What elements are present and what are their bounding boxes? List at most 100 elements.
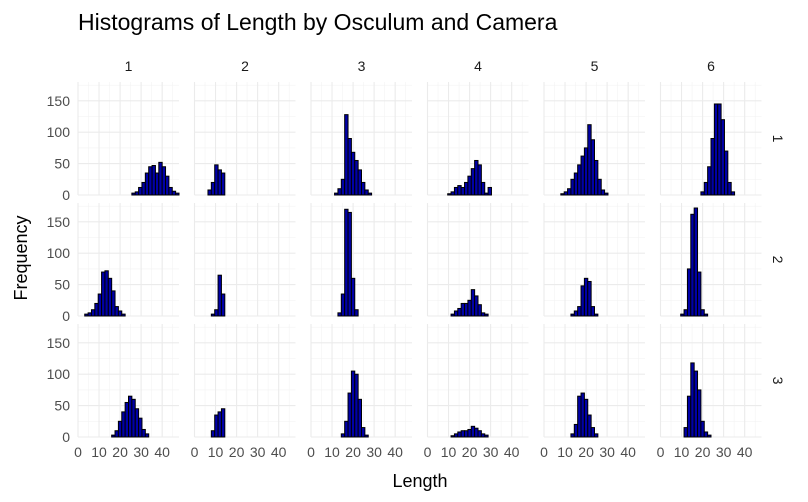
histogram-bar: [588, 281, 591, 316]
histogram-bar: [345, 209, 348, 316]
panel-r2-c1: [78, 203, 179, 316]
histogram-bar: [149, 167, 152, 195]
x-tick-label: 0: [424, 444, 432, 460]
histogram-bar: [481, 182, 484, 195]
histogram-bar: [115, 307, 118, 316]
histogram-bar: [704, 432, 707, 437]
histogram-bar: [368, 193, 371, 195]
histogram-bar: [485, 435, 488, 437]
histogram-bar: [152, 165, 155, 195]
histogram-bar: [475, 296, 478, 316]
column-strip-label: 3: [358, 58, 366, 74]
histogram-bar: [591, 307, 594, 316]
histogram-bar: [564, 192, 567, 195]
panel-r3-c2: [195, 324, 296, 437]
histogram-bar: [694, 371, 697, 437]
histogram-bar: [135, 409, 138, 437]
histogram-bar: [478, 431, 481, 437]
histogram-bar: [588, 125, 591, 195]
histogram-bar: [351, 371, 354, 437]
histogram-bar: [176, 193, 179, 195]
panel-r2-c6: [661, 203, 762, 316]
histogram-bar: [588, 415, 591, 437]
histogram-bar: [711, 139, 714, 196]
histogram-bar: [471, 169, 474, 195]
histogram-bar: [591, 140, 594, 195]
histogram-bar: [584, 399, 587, 437]
histogram-bar: [162, 167, 165, 195]
column-strip-label: 5: [591, 58, 599, 74]
histogram-bar: [698, 272, 701, 316]
histogram-bar: [584, 278, 587, 316]
histogram-bar: [704, 314, 707, 316]
x-tick-label: 20: [112, 444, 128, 460]
histogram-bar: [581, 286, 584, 316]
histogram-bar: [345, 115, 348, 195]
x-tick-label: 20: [345, 444, 361, 460]
histogram-bar: [112, 435, 115, 437]
y-tick-label: 50: [54, 277, 70, 293]
y-tick-label: 0: [62, 429, 70, 445]
x-axis-label: Length: [392, 471, 447, 491]
histogram-bar: [348, 139, 351, 196]
column-strip-label: 6: [707, 58, 715, 74]
x-tick-label: 30: [133, 444, 149, 460]
y-tick-label: 100: [47, 366, 71, 382]
histogram-bar: [451, 436, 454, 437]
histogram-bar: [108, 278, 111, 316]
x-tick-label: 30: [250, 444, 266, 460]
panel-r1-c5: [544, 82, 645, 195]
histogram-bar: [221, 409, 224, 437]
y-tick-label: 150: [47, 335, 71, 351]
histogram-bar: [465, 303, 468, 316]
x-tick-label: 40: [737, 444, 753, 460]
panel-r3-c4: [428, 324, 529, 437]
histogram-bar: [731, 192, 734, 195]
x-tick-label: 30: [483, 444, 499, 460]
x-tick-label: 40: [387, 444, 403, 460]
row-strip-label: 1: [770, 135, 786, 143]
histogram-bar: [142, 429, 145, 437]
histogram-bar: [721, 120, 724, 195]
histogram-bar: [345, 421, 348, 437]
x-tick-label: 40: [271, 444, 287, 460]
histogram-bar: [684, 310, 687, 316]
histogram-bar: [687, 396, 690, 437]
histogram-bar: [348, 393, 351, 437]
histogram-bar: [718, 104, 721, 195]
histogram-bar: [218, 170, 221, 195]
histogram-bar: [684, 428, 687, 437]
histogram-bar: [571, 314, 574, 316]
y-axis-label: Frequency: [11, 215, 31, 300]
histogram-bar: [145, 173, 148, 195]
histogram-bar: [701, 421, 704, 437]
x-tick-label: 30: [366, 444, 382, 460]
histogram-bar: [355, 374, 358, 437]
histogram-bar: [458, 186, 461, 195]
histogram-bar: [85, 314, 88, 316]
histogram-bar: [355, 160, 358, 195]
histogram-bar: [88, 313, 91, 316]
histogram-bar: [475, 160, 478, 195]
histogram-bar: [155, 173, 158, 195]
x-tick-label: 20: [695, 444, 711, 460]
histogram-bar: [461, 187, 464, 195]
histogram-bar: [142, 182, 145, 195]
histogram-bar: [595, 160, 598, 195]
histogram-bar: [687, 269, 690, 316]
histogram-bar: [468, 300, 471, 316]
y-tick-label: 0: [62, 187, 70, 203]
histogram-bar: [708, 435, 711, 437]
histogram-bar: [351, 278, 354, 316]
histogram-bar: [139, 418, 142, 437]
x-tick-label: 0: [74, 444, 82, 460]
histogram-bar: [574, 173, 577, 195]
histogram-bar: [571, 179, 574, 195]
histogram-bar: [362, 182, 365, 195]
histogram-bar: [358, 399, 361, 437]
y-axis-ticks: 050100150050100150050100150: [47, 93, 71, 445]
chart-title: Histograms of Length by Osculum and Came…: [78, 9, 558, 35]
histogram-bar: [211, 314, 214, 316]
histogram-bar: [98, 294, 101, 316]
histogram-bar: [478, 305, 481, 316]
